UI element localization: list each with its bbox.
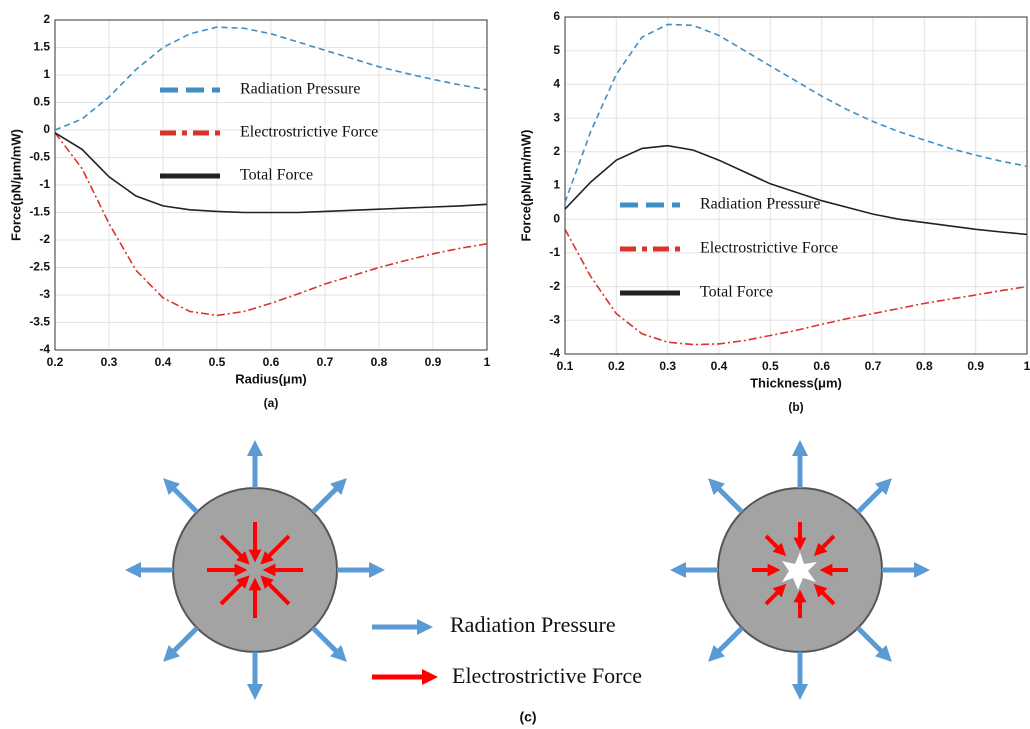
series-line — [564, 23, 1028, 203]
radiation-arrow — [708, 626, 744, 662]
x-tick-label: 0.7 — [317, 355, 334, 369]
x-tick-label: 0.6 — [813, 359, 830, 373]
caption: (b) — [788, 400, 803, 414]
cavity — [782, 552, 817, 590]
y-tick-label: 0 — [553, 211, 560, 225]
y-axis-label: Force(pN/μm/mW) — [518, 130, 533, 242]
radiation-arrow — [163, 626, 199, 662]
legend-label: Radiation Pressure — [700, 196, 820, 213]
x-tick-label: 0.3 — [101, 355, 118, 369]
x-tick-label: 0.9 — [967, 359, 984, 373]
y-tick-label: 3 — [553, 110, 560, 124]
series-line — [54, 132, 488, 214]
x-tick-label: 0.7 — [865, 359, 882, 373]
y-tick-label: -1 — [549, 245, 560, 259]
electrostrictive-arrow — [813, 534, 836, 557]
y-tick-label: -2 — [549, 279, 560, 293]
y-tick-label: 1 — [553, 178, 560, 192]
legend-label: Electrostrictive Force — [700, 240, 838, 257]
series-line — [54, 26, 488, 131]
particle — [172, 487, 338, 653]
x-tick-label: 0.2 — [47, 355, 64, 369]
legend-label: Total Force — [240, 167, 313, 184]
y-tick-label: 1.5 — [33, 40, 50, 54]
radiation-arrow — [311, 478, 347, 514]
y-tick-label: 2 — [43, 12, 50, 26]
y-tick-label: 6 — [553, 9, 560, 23]
y-tick-label: -1.5 — [29, 205, 50, 219]
y-tick-label: 5 — [553, 43, 560, 57]
x-tick-label: 0.9 — [425, 355, 442, 369]
electrostrictive-arrow — [764, 583, 787, 606]
x-axis-label: Thickness(μm) — [750, 375, 842, 390]
y-tick-label: -3 — [549, 312, 560, 326]
y-tick-label: -2.5 — [29, 260, 50, 274]
x-tick-label: 0.4 — [155, 355, 172, 369]
y-tick-label: -1 — [39, 177, 50, 191]
x-axis-label: Radius(μm) — [235, 371, 307, 386]
radiation-arrow — [856, 626, 892, 662]
force-arrows — [124, 439, 931, 701]
legend-label: Radiation Pressure — [240, 81, 360, 98]
y-tick-label: 4 — [553, 77, 560, 91]
y-tick-label: 0 — [43, 122, 50, 136]
x-tick-label: 0.3 — [659, 359, 676, 373]
series-line — [564, 144, 1028, 236]
y-tick-label: -4 — [549, 346, 560, 360]
series-line — [564, 228, 1028, 346]
electrostrictive-arrow — [219, 575, 250, 606]
y-tick-label: -0.5 — [29, 150, 50, 164]
x-tick-label: 0.2 — [608, 359, 625, 373]
radiation-arrow — [856, 478, 892, 514]
caption: (a) — [264, 396, 279, 410]
x-tick-label: 0.5 — [762, 359, 779, 373]
x-tick-label: 0.5 — [209, 355, 226, 369]
y-axis-label: Force(pN/μm/mW) — [8, 129, 23, 241]
x-tick-label: 1 — [484, 355, 491, 369]
x-tick-label: 0.8 — [916, 359, 933, 373]
radiation-arrow — [708, 478, 744, 514]
y-tick-label: -3 — [39, 287, 50, 301]
y-tick-label: 2 — [553, 144, 560, 158]
x-tick-label: 0.8 — [371, 355, 388, 369]
x-tick-label: 0.6 — [263, 355, 280, 369]
x-tick-label: 0.4 — [711, 359, 728, 373]
x-tick-label: 0.1 — [557, 359, 574, 373]
electrostrictive-arrow — [813, 583, 836, 606]
x-tick-label: 1 — [1024, 359, 1030, 373]
y-tick-label: 1 — [43, 67, 50, 81]
legend-label: Electrostrictive Force — [240, 124, 378, 141]
y-tick-label: -3.5 — [29, 315, 50, 329]
legend-label: Radiation Pressure — [450, 612, 616, 637]
legend-label: Total Force — [700, 284, 773, 301]
y-tick-label: 0.5 — [33, 95, 50, 109]
electrostrictive-arrow — [260, 534, 291, 565]
electrostrictive-arrow — [219, 534, 250, 565]
electrostrictive-arrow — [764, 534, 787, 557]
y-tick-label: -4 — [39, 342, 50, 356]
legend-label: Electrostrictive Force — [452, 663, 642, 688]
plot-frame — [54, 19, 488, 351]
series-line — [54, 132, 488, 317]
plot-frame — [564, 16, 1028, 355]
caption: (c) — [519, 709, 536, 725]
y-tick-label: -2 — [39, 232, 50, 246]
radiation-arrow — [163, 478, 199, 514]
electrostrictive-arrow — [260, 575, 291, 606]
radiation-arrow — [311, 626, 347, 662]
